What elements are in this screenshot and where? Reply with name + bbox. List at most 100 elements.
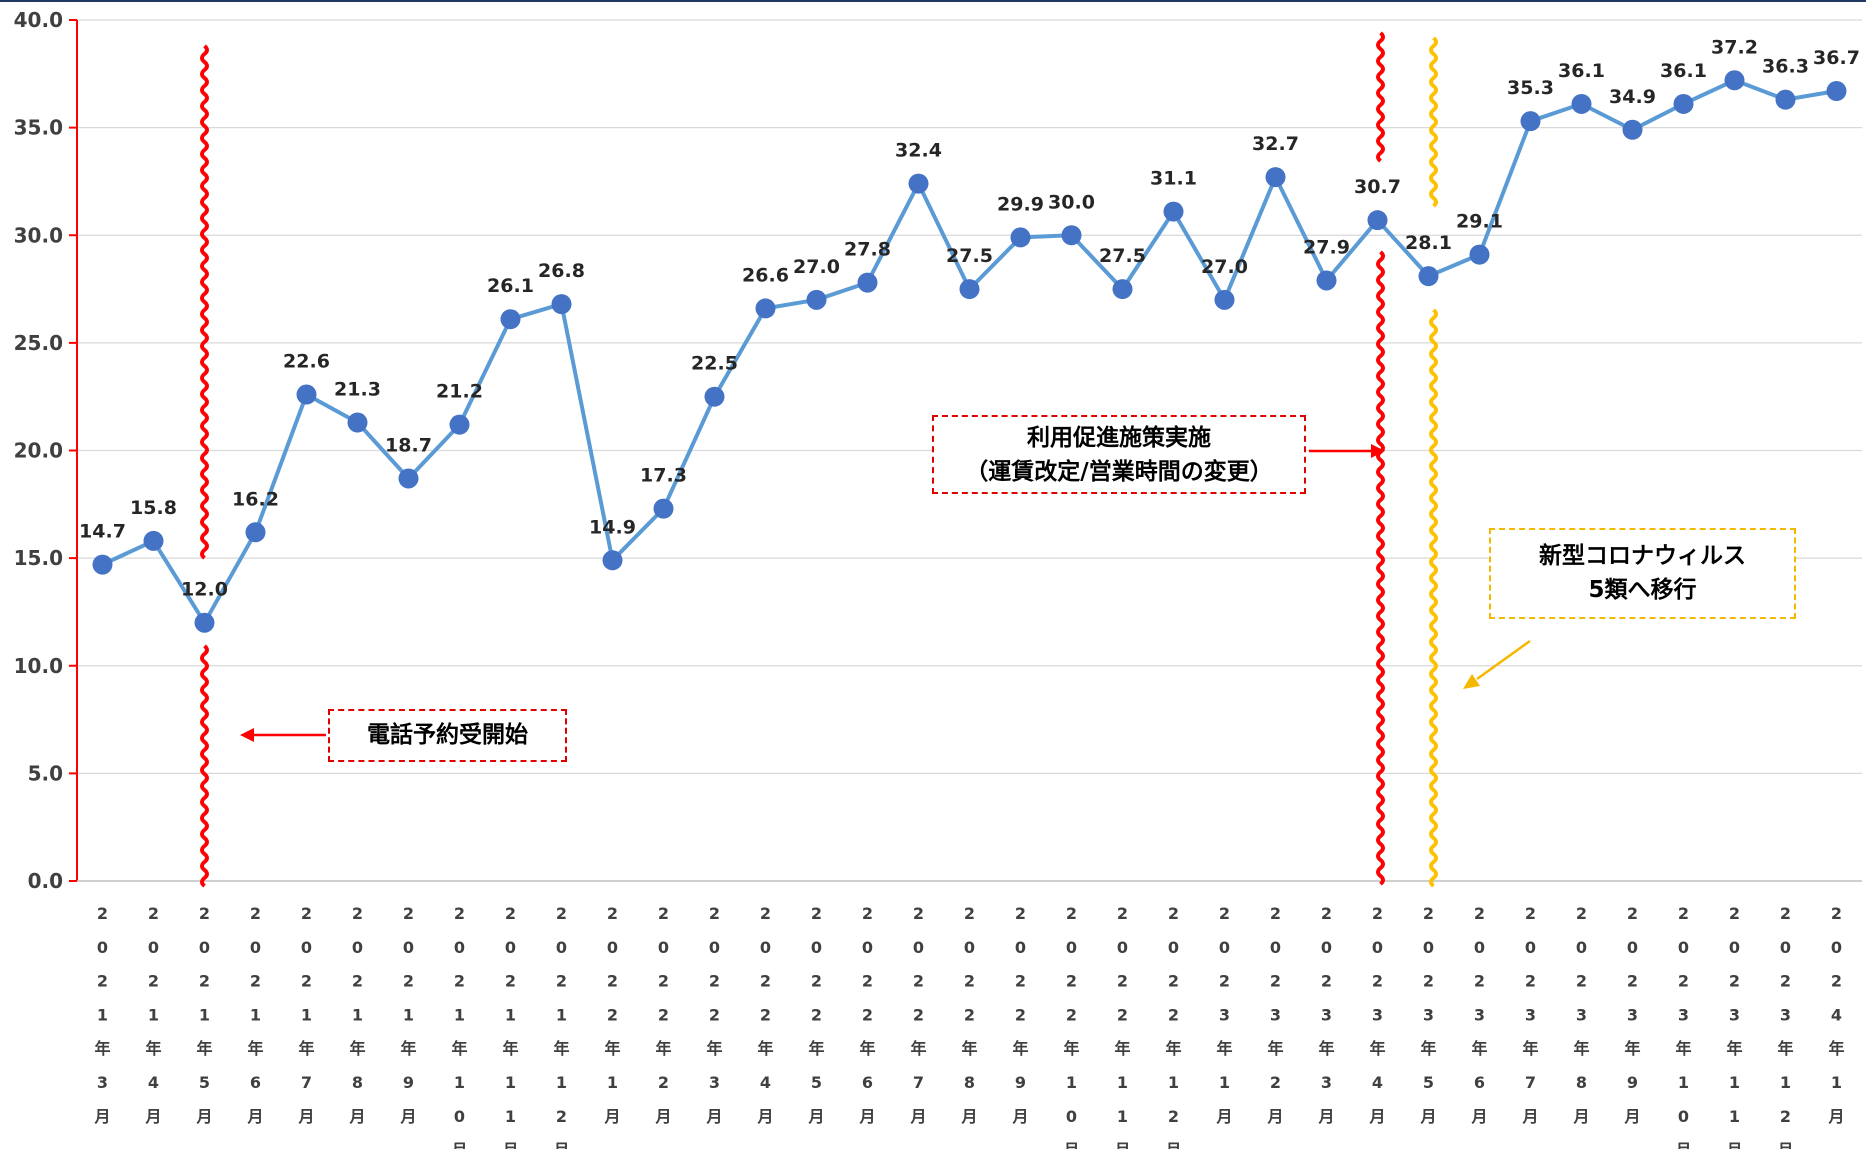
x-tick-char: 年 <box>502 1039 518 1058</box>
x-tick-char: 4 <box>1831 1005 1842 1024</box>
x-tick-char: 2 <box>1117 972 1128 991</box>
x-tick-char: 年 <box>1726 1039 1742 1058</box>
x-tick-char: 0 <box>1678 1107 1689 1126</box>
x-tick-char: 2 <box>1168 1107 1179 1126</box>
x-tick-char: 3 <box>1525 1005 1536 1024</box>
x-tick-label: 2 0 2 3 年 7 月 <box>1521 904 1538 1126</box>
x-tick-char: 2 <box>1474 904 1485 923</box>
y-tick-label: 35.0 <box>14 116 63 140</box>
x-tick-char: 2 <box>709 972 720 991</box>
x-tick-char: 2 <box>1831 972 1842 991</box>
x-tick-char: 1 <box>454 1005 465 1024</box>
data-label: 26.8 <box>538 260 585 282</box>
data-label: 14.7 <box>79 521 126 543</box>
data-label: 27.0 <box>1201 256 1248 278</box>
annotation-arrows <box>240 444 1531 742</box>
x-tick-char: 3 <box>1219 1005 1230 1024</box>
x-tick-char: 2 <box>1780 972 1791 991</box>
data-label: 32.7 <box>1252 133 1299 155</box>
x-tick-char: 月 <box>654 1107 671 1126</box>
x-tick-char: 年 <box>145 1039 161 1058</box>
marker-line-phone-lower <box>200 644 209 888</box>
x-tick-char: 9 <box>1015 1073 1026 1092</box>
x-tick-char: 7 <box>301 1073 312 1092</box>
x-tick-char: 1 <box>250 1005 261 1024</box>
x-tick-char: 2 <box>607 1005 618 1024</box>
x-tick-char: 1 <box>505 1073 516 1092</box>
x-tick-char: 2 <box>862 904 873 923</box>
x-tick-char: 2 <box>1780 1107 1791 1126</box>
x-tick-char: 0 <box>1066 1107 1077 1126</box>
data-point <box>806 289 827 310</box>
x-tick-char: 月 <box>1776 1141 1793 1149</box>
x-tick-char: 2 <box>556 1107 567 1126</box>
data-label: 31.1 <box>1150 168 1197 190</box>
x-tick-char: 5 <box>1423 1073 1434 1092</box>
x-tick-char: 2 <box>1168 904 1179 923</box>
x-tick-char: 9 <box>403 1073 414 1092</box>
x-tick-char: 6 <box>862 1073 873 1092</box>
x-tick-label: 2 0 2 2 年 2 月 <box>654 904 671 1126</box>
x-tick-char: 2 <box>1423 972 1434 991</box>
x-tick-label: 2 0 2 3 年 1 2 月 <box>1776 904 1793 1149</box>
x-tick-char: 3 <box>1474 1005 1485 1024</box>
x-tick-char: 5 <box>811 1073 822 1092</box>
x-tick-char: 0 <box>352 938 363 957</box>
x-tick-char: 月 <box>1419 1107 1436 1126</box>
data-point <box>1826 81 1847 102</box>
data-point <box>449 414 470 435</box>
x-tick-char: 2 <box>1474 972 1485 991</box>
x-tick-char: 2 <box>301 972 312 991</box>
data-label: 12.0 <box>181 579 228 601</box>
x-tick-char: 3 <box>1321 1073 1332 1092</box>
x-tick-label: 2 0 2 3 年 6 月 <box>1470 904 1487 1126</box>
x-tick-char: 0 <box>709 938 720 957</box>
x-tick-char: 0 <box>1729 938 1740 957</box>
x-tick-char: 2 <box>1168 972 1179 991</box>
x-tick-char: 月 <box>1470 1107 1487 1126</box>
data-point <box>143 530 164 551</box>
data-point <box>1418 266 1439 287</box>
x-tick-char: 0 <box>403 938 414 957</box>
top-border <box>0 0 1866 2</box>
x-tick-char: 1 <box>1219 1073 1230 1092</box>
x-tick-char: 年 <box>1369 1039 1385 1058</box>
x-tick-char: 1 <box>97 1005 108 1024</box>
x-tick-char: 2 <box>658 904 669 923</box>
x-tick-char: 年 <box>1522 1039 1538 1058</box>
data-point <box>194 612 215 633</box>
x-tick-char: 2 <box>1066 1005 1077 1024</box>
x-tick-char: 2 <box>709 904 720 923</box>
x-tick-char: 2 <box>1219 972 1230 991</box>
data-point <box>1469 244 1490 265</box>
x-tick-char: 月 <box>1827 1107 1844 1126</box>
x-tick-char: 2 <box>97 972 108 991</box>
x-tick-char: 年 <box>1165 1039 1181 1058</box>
x-tick-char: 0 <box>301 938 312 957</box>
x-tick-char: 2 <box>148 972 159 991</box>
x-tick-char: 0 <box>1168 938 1179 957</box>
x-tick-char: 2 <box>1015 904 1026 923</box>
x-tick-char: 0 <box>1372 938 1383 957</box>
x-tick-char: 月 <box>858 1107 875 1126</box>
x-tick-label: 2 0 2 3 年 3 月 <box>1317 904 1334 1126</box>
x-tick-char: 1 <box>199 1005 210 1024</box>
data-point <box>1163 201 1184 222</box>
x-tick-char: 1 <box>556 1073 567 1092</box>
x-tick-char: 2 <box>811 904 822 923</box>
x-tick-char: 2 <box>1117 904 1128 923</box>
x-tick-char: 3 <box>1321 1005 1332 1024</box>
x-tick-char: 2 <box>1423 904 1434 923</box>
data-point <box>347 412 368 433</box>
data-label: 17.3 <box>640 465 687 487</box>
arrow-phone-head <box>240 728 254 742</box>
x-tick-label: 2 0 2 2 年 7 月 <box>909 904 926 1126</box>
x-tick-char: 0 <box>811 938 822 957</box>
data-label: 36.7 <box>1813 47 1860 69</box>
y-tick-label: 30.0 <box>14 223 63 247</box>
x-tick-char: 4 <box>1372 1073 1383 1092</box>
x-tick-char: 2 <box>1831 904 1842 923</box>
x-tick-char: 3 <box>709 1073 720 1092</box>
x-tick-char: 2 <box>760 1005 771 1024</box>
x-tick-char: 年 <box>247 1039 263 1058</box>
